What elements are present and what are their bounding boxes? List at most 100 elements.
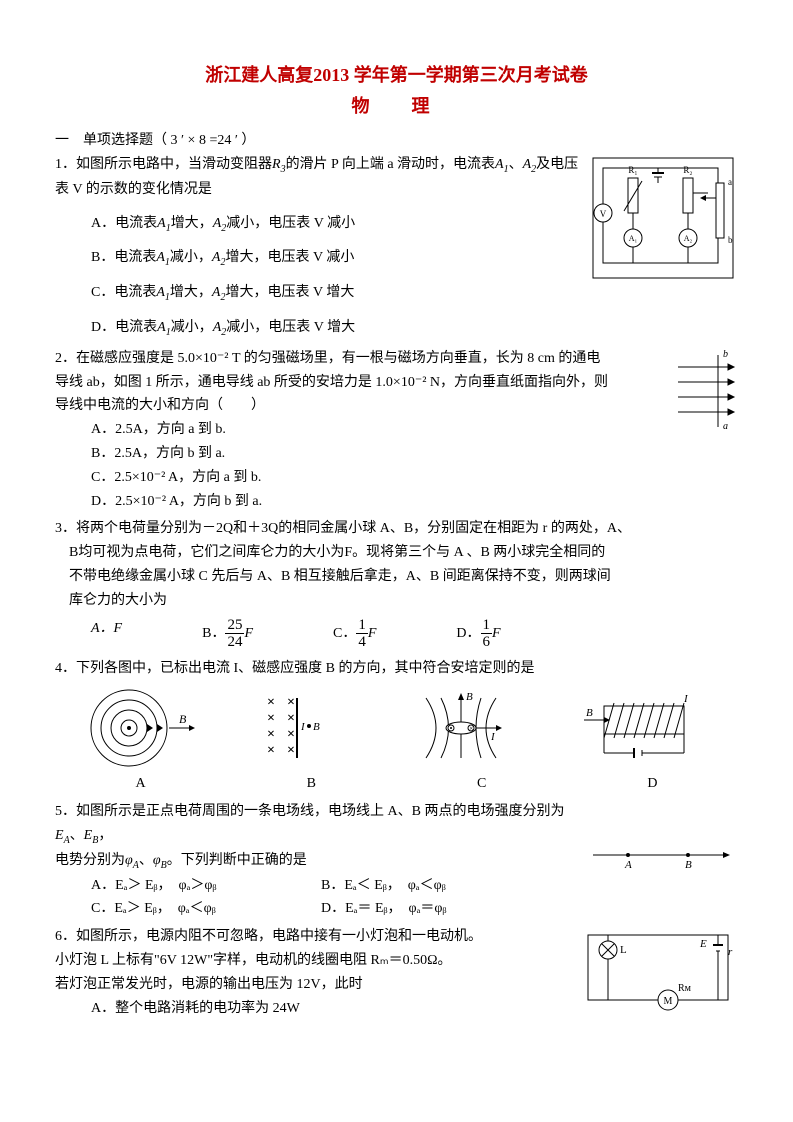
question-1: 1．如图所示电路中，当滑动变阻器R3的滑片 P 向上端 a 滑动时，电流表A1、…	[55, 153, 738, 341]
q3-line1: 3．将两个电荷量分别为－2Q和＋3Q的相同金属小球 A、B，分别固定在相距为 r…	[55, 517, 738, 541]
q5-phiB: φB	[153, 853, 167, 868]
q1-stem-mid: 的滑片 P 向上端 a 滑动时，电流表	[286, 157, 495, 172]
q4-label-D: D	[647, 772, 657, 796]
q4-label-B: B	[307, 772, 316, 796]
q3-optB: B．2524F	[202, 617, 253, 651]
q1-optD: D．电流表A1减小，A2减小，电压表 V 增大	[91, 316, 588, 341]
q5-line1: 5．如图所示是正点电荷周围的一条电场线，电场线上 A、B 两点的电场强度分别为 E…	[55, 800, 588, 849]
q1-D-A1: A1	[157, 320, 171, 335]
q5-figure: A B	[588, 800, 738, 879]
q1-B-A1: A1	[156, 250, 170, 265]
q6-E-label: E	[699, 938, 707, 950]
q4-label-C: C	[477, 772, 486, 796]
q6-M-label: M	[664, 996, 673, 1007]
q1-C-pre: C．电流表	[91, 285, 156, 300]
q4-D-Ilabel: I	[683, 693, 689, 705]
q1-B-pre: B．电流表	[91, 250, 156, 265]
q3-D-pre: D．	[456, 626, 480, 641]
q1-D-mid2: 减小，电压表 V 增大	[226, 320, 355, 335]
q5-options: A．Eₐ＞ Eᵦ， φₐ＞φᵦ B．Eₐ＜ Eᵦ， φₐ＜φᵦ C．Eₐ＞ Eᵦ…	[91, 874, 588, 922]
q4-B-Blabel: B	[313, 721, 320, 733]
q2-a-label: a	[723, 421, 728, 432]
q3-options: A．F B．2524F C．14F D．16F	[91, 617, 738, 651]
q1-D-pre: D．电流表	[91, 320, 157, 335]
q1-A1-label: A₁	[629, 234, 638, 243]
q1-B-mid2: 增大，电压表 V 减小	[225, 250, 354, 265]
q2-optD: D．2.5×10⁻² A，方向 b 到 a.	[91, 490, 668, 514]
q3-optD: D．16F	[456, 617, 500, 651]
q6-line2: 小灯泡 L 上标有"6V 12W"字样，电动机的线圈电阻 Rₘ＝0.50Ω。	[55, 949, 578, 973]
q5-phiA-v: φ	[125, 853, 133, 868]
q1-D-A1v: A	[157, 320, 166, 335]
q1-B-A2: A2	[212, 250, 226, 265]
q2-optB: B．2.5A，方向 b 到 a.	[91, 442, 668, 466]
q1-D-A2: A2	[213, 320, 227, 335]
q4-B-Ilabel: I	[300, 721, 306, 733]
q6-RM-label: Rᴍ	[678, 983, 692, 994]
q5-B-label: B	[685, 859, 692, 870]
question-2: 2．在磁感应强度是 5.0×10⁻² T 的匀强磁场里，有一根与磁场方向垂直，长…	[55, 347, 738, 514]
q3-line3: 不带电绝缘金属小球 C 先后与 A、B 相互接触后拿走，A、B 间距离保持不变，…	[69, 565, 738, 589]
q3-D-var: F	[492, 626, 501, 641]
q3-C-den: 4	[356, 634, 368, 651]
q1-stem-pre: 1．如图所示电路中，当滑动变阻器	[55, 157, 272, 172]
q6-line3: 若灯泡正常发光时，电源的输出电压为 12V，此时	[55, 973, 578, 997]
q1-A-A1v: A	[157, 216, 166, 231]
q1-A-A1: A1	[157, 216, 171, 231]
q5-optA: A．Eₐ＞ Eᵦ， φₐ＞φᵦ	[91, 874, 321, 898]
q6-r-label: r	[728, 946, 733, 958]
question-4: 4．下列各图中，已标出电流 I、磁感应强度 B 的方向，其中符合安培定则的是 B…	[55, 657, 738, 797]
section-heading: 一 单项选择题（ 3 ′ × 8 =24 ′ ）	[55, 129, 738, 153]
q1-A1-var: A	[495, 157, 504, 172]
q4-C-Ilabel: I	[490, 731, 496, 743]
q5-line1-pre: 5．如图所示是正点电荷周围的一条电场线，电场线上 A、B 两点的电场强度分别为	[55, 804, 564, 819]
q3-optA: A．F	[91, 617, 122, 651]
q1-B-mid: 减小，	[170, 250, 212, 265]
q1-stem-line2: 表 V 的示数的变化情况是	[55, 178, 588, 202]
question-3: 3．将两个电荷量分别为－2Q和＋3Q的相同金属小球 A、B，分别固定在相距为 r…	[55, 517, 738, 650]
q5-optD: D．Eₐ＝ Eᵦ， φₐ＝φᵦ	[321, 897, 551, 921]
q5-EA: EA	[55, 828, 70, 843]
q1-a-label: a	[728, 177, 732, 187]
q5-svg: A B	[588, 840, 738, 870]
q5-phiB-v: φ	[153, 853, 161, 868]
q2-figure: b a	[668, 347, 738, 446]
q3-B-num: 25	[225, 617, 244, 635]
q5-EA-v: E	[55, 828, 64, 843]
q3-optC: C．14F	[333, 617, 376, 651]
q6-line1: 6．如图所示，电源内阻不可忽略，电路中接有一小灯泡和一电动机。	[55, 925, 578, 949]
q3-C-pre: C．	[333, 626, 356, 641]
q1-D-mid: 减小，	[171, 320, 213, 335]
q1-optA: A．电流表A1增大，A2减小，电压表 V 减小	[91, 212, 588, 237]
q1-R1-label: R₁	[628, 165, 637, 175]
q2-svg: b a	[668, 347, 738, 437]
q4-diagrams: B ×× ×× ×× ×× I B × B I	[55, 688, 738, 768]
q4-diagA: B	[79, 688, 199, 768]
q5-optB: B．Eₐ＜ Eᵦ， φₐ＜φᵦ	[321, 874, 551, 898]
q2-optC: C．2.5×10⁻² A，方向 a 到 b.	[91, 466, 668, 490]
q1-C-mid: 增大，	[170, 285, 212, 300]
q1-C-A1: A1	[156, 285, 170, 300]
q4-diagD: B I	[574, 688, 714, 768]
q1-R2-label: R₂	[683, 165, 692, 175]
svg-text:×: ×	[287, 695, 295, 710]
q1-R3-var: R	[272, 157, 281, 172]
q1-A-mid: 增大，	[171, 216, 213, 231]
q3-B-den: 24	[225, 634, 244, 651]
question-5: 5．如图所示是正点电荷周围的一条电场线，电场线上 A、B 两点的电场强度分别为 E…	[55, 800, 738, 921]
q4-A-Blabel: B	[179, 712, 187, 726]
q4-C-Blabel: B	[466, 691, 473, 703]
svg-text:×: ×	[267, 695, 275, 710]
q3-B-pre: B．	[202, 626, 225, 641]
q5-line1-end: ，	[98, 828, 112, 843]
page-title-line2: 物 理	[55, 91, 738, 122]
q1-A-mid2: 减小，电压表 V 减小	[226, 216, 355, 231]
q1-stem-post1: 、	[509, 157, 523, 172]
q3-line4: 库仑力的大小为	[69, 589, 738, 613]
q1-optB: B．电流表A1减小，A2增大，电压表 V 减小	[91, 246, 588, 271]
q4-stem: 4．下列各图中，已标出电流 I、磁感应强度 B 的方向，其中符合安培定则的是	[55, 657, 738, 681]
q1-A-pre: A．电流表	[91, 216, 157, 231]
q5-EB: EB	[84, 828, 99, 843]
svg-text:×: ×	[287, 711, 295, 726]
q1-C-mid2: 增大，电压表 V 增大	[225, 285, 354, 300]
